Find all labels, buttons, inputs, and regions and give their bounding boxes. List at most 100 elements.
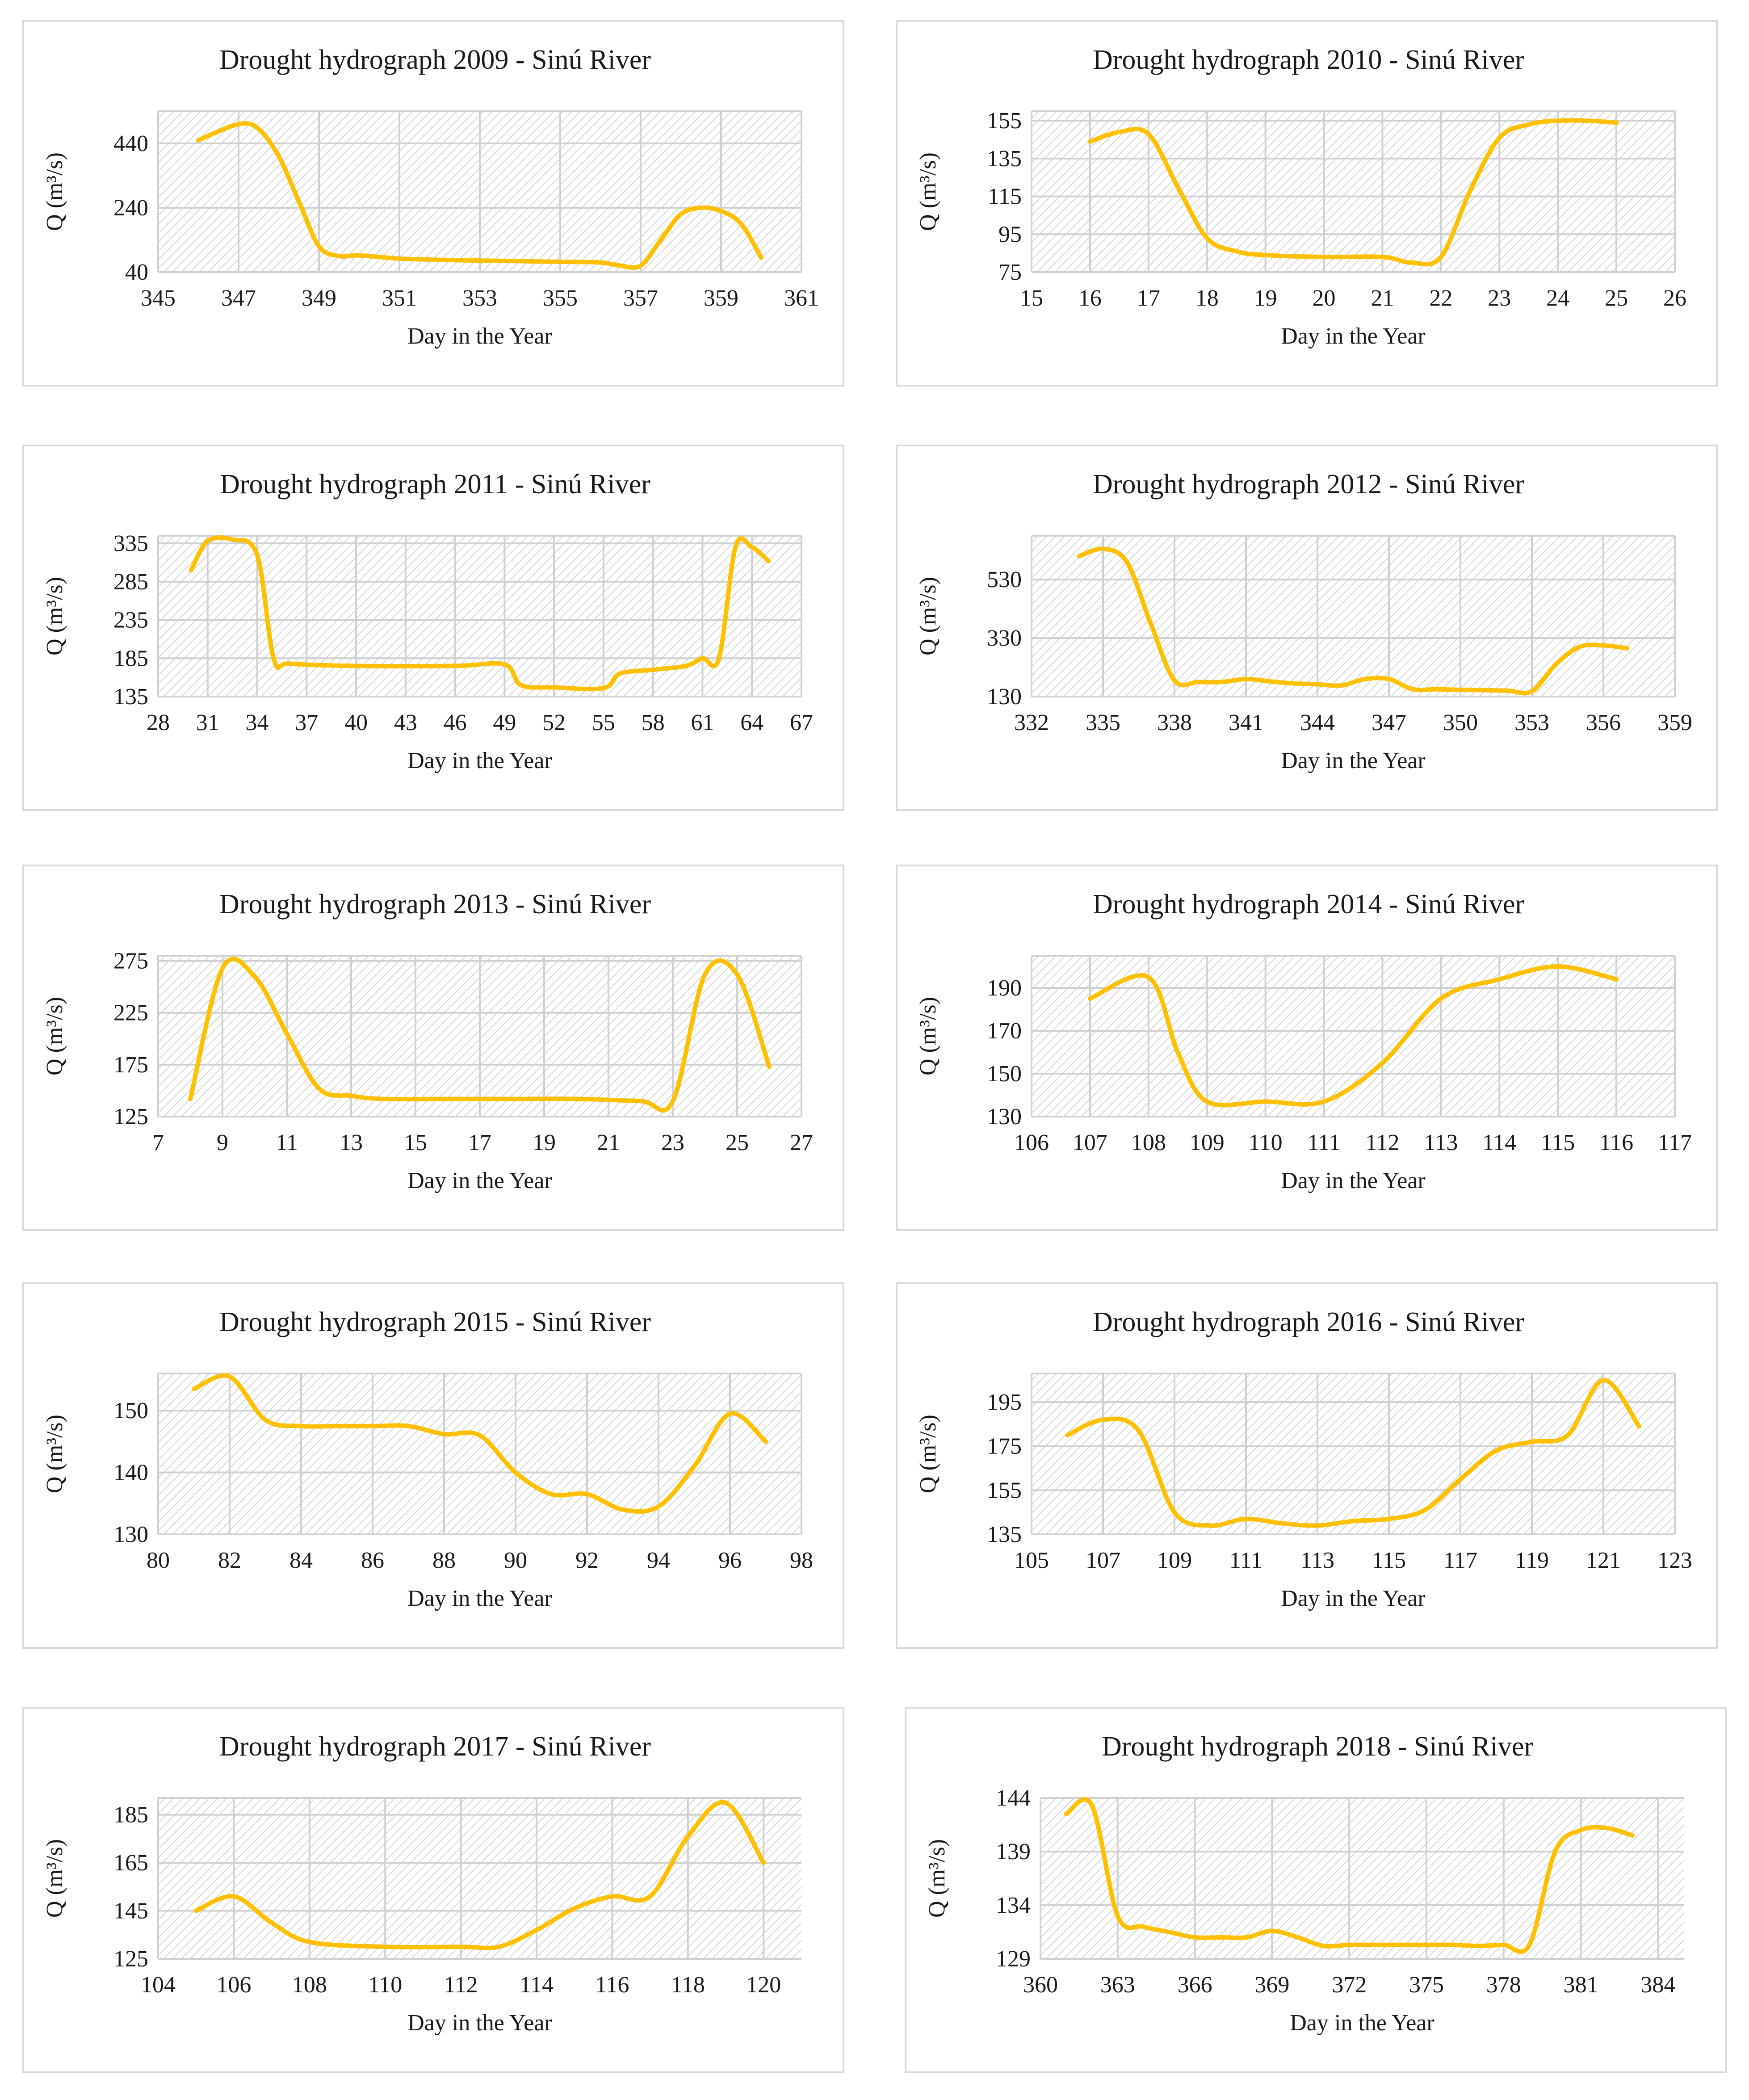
y-tick-label: 95 — [998, 222, 1022, 247]
x-tick-label: 55 — [592, 710, 615, 735]
series-line — [1064, 1797, 1635, 1954]
chart-svg-2011: Drought hydrograph 2011 - Sinú River 28 31… — [42, 469, 813, 773]
y-tick-label: 155 — [987, 1478, 1022, 1503]
x-tick-label: 7 — [152, 1130, 164, 1155]
x-tick-label: 18 — [1195, 286, 1219, 311]
series-line — [1065, 1378, 1641, 1528]
x-tick-label: 34 — [246, 710, 269, 735]
y-tick-label: 240 — [113, 195, 148, 221]
x-tick-label: 345 — [141, 286, 176, 311]
x-tick-label: 366 — [1178, 1972, 1212, 1998]
chart-panel-2011: Drought hydrograph 2011 - Sinú River 28 31… — [22, 445, 844, 811]
y-tick-label: 155 — [987, 108, 1022, 134]
plot-area — [1040, 1798, 1684, 1959]
x-axis-label: Day in the Year — [407, 1168, 552, 1193]
chart-svg-2018: Drought hydrograph 2018 - Sinú River 360 3… — [924, 1731, 1684, 2036]
y-tick-label: 130 — [987, 684, 1022, 710]
x-tick-label: 111 — [1307, 1130, 1340, 1155]
series-line — [192, 1373, 768, 1514]
y-axis-label: Q (m³/s) — [915, 152, 941, 231]
y-tick-label: 150 — [987, 1061, 1022, 1087]
y-tick-label: 150 — [113, 1398, 148, 1424]
y-tick-label: 135 — [113, 684, 148, 710]
chart-title: Drought hydrograph 2011 - Sinú River — [220, 469, 650, 500]
chart-panel-2015: Drought hydrograph 2015 - Sinú River 80 82… — [22, 1282, 844, 1649]
y-tick-label: 285 — [113, 569, 148, 595]
x-tick-label: 123 — [1657, 1548, 1692, 1573]
y-tick-label: 40 — [125, 260, 148, 285]
x-tick-label: 113 — [1300, 1548, 1334, 1573]
x-tick-label: 116 — [595, 1972, 629, 1998]
x-tick-label: 114 — [1482, 1130, 1516, 1155]
x-tick-label: 67 — [790, 710, 813, 735]
x-tick-label: 46 — [444, 710, 467, 735]
x-tick-label: 23 — [661, 1130, 684, 1155]
x-tick-label: 37 — [295, 710, 318, 735]
x-tick-label: 108 — [1131, 1130, 1166, 1155]
x-tick-label: 349 — [302, 286, 336, 311]
x-tick-label: 58 — [642, 710, 665, 735]
x-axis-label: Day in the Year — [407, 748, 552, 773]
y-tick-label: 170 — [987, 1018, 1022, 1044]
x-tick-label: 109 — [1157, 1548, 1192, 1573]
x-tick-label: 111 — [1229, 1548, 1262, 1573]
y-tick-label: 335 — [113, 531, 148, 556]
x-tick-label: 107 — [1086, 1548, 1120, 1573]
chart-title: Drought hydrograph 2014 - Sinú River — [1093, 889, 1524, 920]
y-tick-label: 145 — [113, 1898, 148, 1924]
x-tick-label: 375 — [1409, 1972, 1444, 1998]
y-tick-label: 225 — [113, 1000, 148, 1026]
x-tick-label: 117 — [1443, 1548, 1477, 1573]
y-tick-label: 139 — [996, 1839, 1031, 1865]
x-tick-label: 25 — [1605, 286, 1628, 311]
x-tick-label: 20 — [1313, 286, 1336, 311]
x-tick-label: 355 — [543, 286, 578, 311]
x-tick-label: 359 — [1657, 710, 1692, 735]
x-tick-label: 13 — [340, 1130, 363, 1155]
x-axis-label: Day in the Year — [1281, 1168, 1426, 1193]
x-tick-label: 361 — [784, 286, 819, 311]
chart-panel-2013: Drought hydrograph 2013 - Sinú River 7 9 11… — [22, 865, 844, 1231]
chart-svg-2012: Drought hydrograph 2012 - Sinú River 332 3… — [915, 469, 1692, 773]
x-tick-label: 23 — [1488, 286, 1511, 311]
series-line — [1087, 964, 1619, 1108]
series-line — [189, 535, 771, 692]
x-axis-label: Day in the Year — [1281, 748, 1426, 773]
x-tick-label: 113 — [1424, 1130, 1458, 1155]
y-tick-label: 129 — [996, 1946, 1031, 1972]
chart-panel-2016: Drought hydrograph 2016 - Sinú River 105 1… — [896, 1282, 1718, 1649]
x-tick-label: 9 — [217, 1130, 228, 1155]
x-tick-label: 15 — [1020, 286, 1043, 311]
x-tick-label: 121 — [1586, 1548, 1621, 1573]
y-tick-label: 175 — [113, 1052, 148, 1078]
x-axis-label: Day in the Year — [407, 1586, 552, 1611]
y-tick-label: 190 — [987, 975, 1022, 1001]
x-tick-label: 112 — [1365, 1130, 1399, 1155]
plot-area — [158, 536, 801, 697]
x-tick-label: 108 — [292, 1972, 327, 1998]
chart-svg-2010: Drought hydrograph 2010 - Sinú River 15 16… — [915, 45, 1686, 349]
x-tick-label: 357 — [623, 286, 658, 311]
chart-panel-2009: Drought hydrograph 2009 - Sinú River 345 3… — [22, 20, 844, 386]
chart-svg-2015: Drought hydrograph 2015 - Sinú River 80 82… — [42, 1307, 813, 1611]
x-tick-label: 356 — [1586, 710, 1621, 735]
y-tick-label: 75 — [998, 260, 1022, 285]
x-tick-label: 112 — [444, 1972, 478, 1998]
y-axis-label: Q (m³/s) — [42, 577, 67, 655]
x-tick-label: 21 — [597, 1130, 620, 1155]
x-tick-label: 24 — [1546, 286, 1569, 311]
x-tick-label: 84 — [289, 1548, 313, 1573]
x-tick-label: 25 — [726, 1130, 749, 1155]
x-tick-label: 106 — [1014, 1130, 1049, 1155]
x-tick-label: 341 — [1229, 710, 1263, 735]
x-tick-label: 118 — [671, 1972, 705, 1998]
x-tick-label: 61 — [691, 710, 714, 735]
y-tick-label: 140 — [113, 1460, 148, 1486]
y-tick-label: 195 — [987, 1390, 1022, 1415]
x-tick-label: 52 — [542, 710, 566, 735]
x-tick-label: 109 — [1190, 1130, 1225, 1155]
series-line — [1077, 546, 1630, 696]
x-tick-label: 22 — [1429, 286, 1452, 311]
